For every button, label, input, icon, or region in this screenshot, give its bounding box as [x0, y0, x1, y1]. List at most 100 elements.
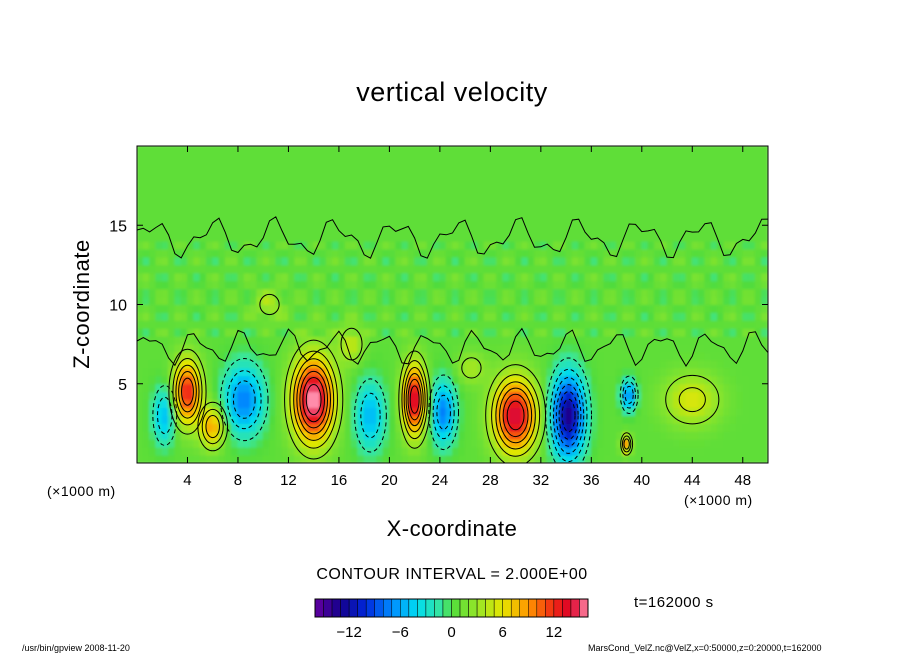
heatmap-cell	[414, 193, 422, 202]
heatmap-cell	[698, 248, 706, 258]
heatmap-cell	[660, 153, 668, 163]
heatmap-cell	[149, 248, 157, 258]
heatmap-cell	[168, 256, 176, 266]
heatmap-cell	[452, 304, 460, 313]
heatmap-cell	[306, 185, 315, 195]
heatmap-cell	[672, 169, 681, 179]
heatmap-cell	[269, 153, 277, 163]
heatmap-cell	[590, 153, 599, 163]
heatmap-cell	[281, 146, 289, 155]
heatmap-cell	[433, 296, 441, 305]
heatmap-cell	[281, 438, 289, 448]
heatmap-cell	[710, 399, 719, 409]
heatmap-cell	[155, 232, 163, 242]
heatmap-cell	[653, 280, 662, 290]
heatmap-cell	[395, 177, 403, 187]
heatmap-cell	[363, 208, 371, 218]
heatmap-cell	[666, 272, 674, 282]
heatmap-cell	[357, 446, 365, 456]
heatmap-cell	[464, 280, 472, 290]
heatmap-cell	[540, 224, 548, 234]
heatmap-cell	[578, 200, 586, 210]
heatmap-cell	[281, 256, 289, 266]
heatmap-cell	[748, 208, 756, 218]
heatmap-cell	[319, 161, 327, 171]
heatmap-cell	[704, 343, 712, 353]
heatmap-cell	[742, 216, 750, 226]
heatmap-cell	[180, 319, 188, 329]
heatmap-cell	[218, 335, 226, 345]
heatmap-cell	[634, 224, 643, 234]
heatmap-cell	[571, 224, 580, 234]
heatmap-cell	[199, 216, 207, 226]
heatmap-cell	[376, 367, 384, 377]
heatmap-cell	[761, 407, 768, 416]
heatmap-cell	[193, 430, 201, 440]
heatmap-cell	[609, 351, 618, 361]
contour-line	[302, 376, 326, 423]
heatmap-cell	[578, 351, 586, 361]
heatmap-cell	[634, 208, 643, 218]
contour-line	[502, 393, 529, 438]
heatmap-cell	[306, 304, 315, 313]
heatmap-cell	[597, 153, 605, 163]
heatmap-cell	[357, 304, 365, 313]
heatmap-cell	[439, 351, 447, 361]
heatmap-cell	[723, 407, 731, 416]
heatmap-cell	[552, 288, 561, 298]
heatmap-cell	[439, 240, 447, 250]
heatmap-cell	[552, 200, 561, 210]
heatmap-cell	[691, 327, 700, 337]
colorbar-swatch	[536, 598, 546, 618]
heatmap-cell	[161, 193, 170, 202]
heatmap-cell	[344, 311, 353, 321]
heatmap-cell	[306, 146, 315, 155]
heatmap-cell	[281, 343, 289, 353]
heatmap-cell	[180, 311, 188, 321]
heatmap-cell	[616, 177, 624, 187]
heatmap-cell	[363, 319, 371, 329]
heatmap-cell	[748, 454, 756, 463]
heatmap-cell	[748, 407, 756, 416]
heatmap-cell	[420, 256, 428, 266]
heatmap-cell	[218, 375, 226, 385]
heatmap-cell	[483, 232, 491, 242]
heatmap-cell	[597, 319, 605, 329]
heatmap-cell	[376, 232, 384, 242]
heatmap-cell	[679, 438, 687, 448]
heatmap-cell	[754, 240, 763, 250]
heatmap-cell	[243, 169, 252, 179]
heatmap-cell	[609, 232, 618, 242]
heatmap-cell	[496, 304, 504, 313]
heatmap-cell	[357, 256, 365, 266]
heatmap-cell	[647, 367, 655, 377]
heatmap-cell	[395, 161, 403, 171]
heatmap-cell	[224, 264, 233, 274]
heatmap-cell	[369, 296, 378, 305]
heatmap-cell	[679, 454, 687, 463]
heatmap-cell	[698, 311, 706, 321]
heatmap-cell	[369, 438, 378, 448]
heatmap-cell	[521, 304, 529, 313]
heatmap-cell	[250, 304, 258, 313]
heatmap-cell	[704, 280, 712, 290]
heatmap-cell	[565, 185, 573, 195]
contour-line	[305, 384, 322, 416]
heatmap-cell	[212, 264, 220, 274]
heatmap-cell	[458, 319, 466, 329]
heatmap-cell	[186, 224, 195, 234]
heatmap-cell	[603, 327, 611, 337]
heatmap-cell	[508, 288, 517, 298]
heatmap-cell	[142, 224, 151, 234]
heatmap-cell	[306, 327, 315, 337]
heatmap-cell	[205, 383, 214, 393]
heatmap-cell	[534, 280, 542, 290]
heatmap-cell	[540, 296, 548, 305]
heatmap-cell	[578, 311, 586, 321]
heatmap-cell	[704, 208, 712, 218]
heatmap-cell	[653, 359, 662, 369]
heatmap-cell	[502, 272, 510, 282]
heatmap-cell	[597, 146, 605, 155]
heatmap-cell	[464, 335, 472, 345]
heatmap-cell	[597, 193, 605, 202]
